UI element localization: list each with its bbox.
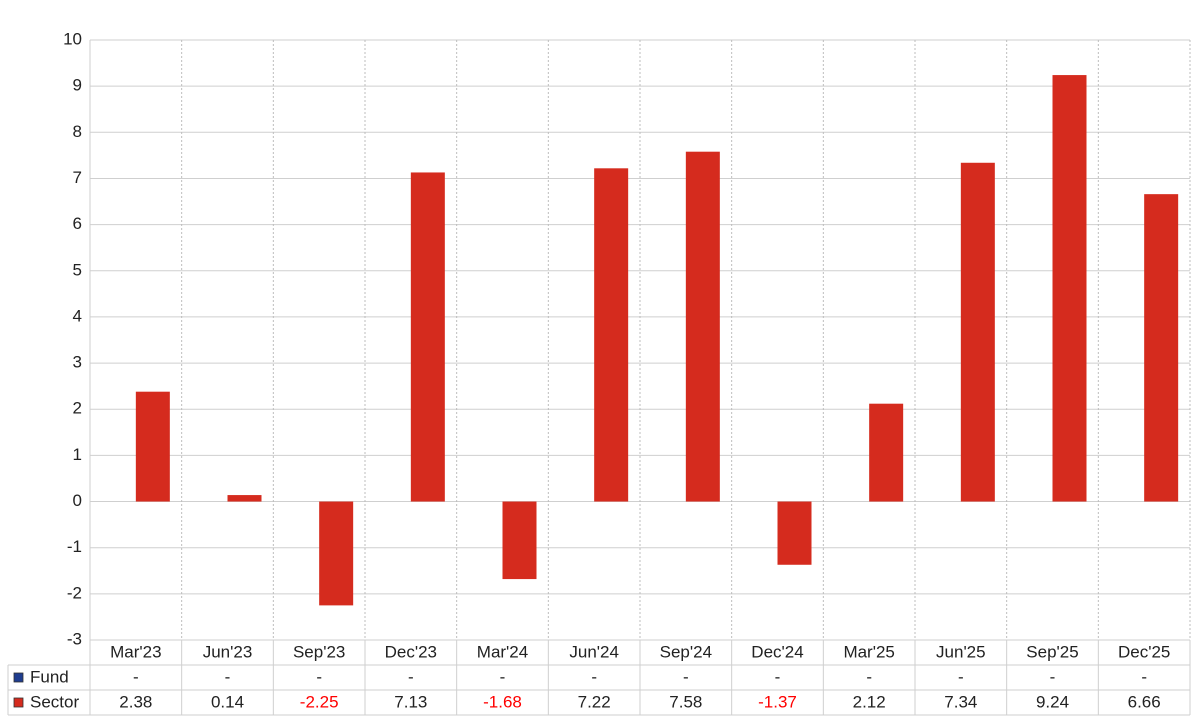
- table-cell: 7.34: [944, 692, 977, 711]
- legend-label: Fund: [30, 667, 69, 686]
- y-tick-label: 8: [73, 122, 82, 141]
- x-tick-label: Sep'24: [660, 642, 712, 661]
- bar: [1144, 194, 1179, 502]
- table-cell: -1.68: [483, 692, 522, 711]
- y-tick-label: 9: [73, 76, 82, 95]
- bar: [685, 151, 720, 502]
- table-cell: 9.24: [1036, 692, 1069, 711]
- table-cell: 7.13: [394, 692, 427, 711]
- bar: [594, 168, 629, 502]
- y-tick-label: 7: [73, 168, 82, 187]
- y-tick-label: 1: [73, 445, 82, 464]
- bar: [777, 501, 812, 565]
- y-tick-label: 6: [73, 214, 82, 233]
- table-cell: -: [133, 667, 139, 686]
- x-tick-label: Jun'24: [569, 642, 619, 661]
- table-cell: -: [1050, 667, 1056, 686]
- legend-marker: [13, 697, 24, 708]
- y-tick-label: 10: [63, 29, 82, 48]
- table-cell: -: [316, 667, 322, 686]
- y-tick-label: 5: [73, 260, 82, 279]
- bar: [227, 495, 262, 502]
- bar: [869, 403, 904, 502]
- table-cell: 2.38: [119, 692, 152, 711]
- table-cell: -1.37: [758, 692, 797, 711]
- bar: [502, 501, 537, 580]
- table-cell: 2.12: [853, 692, 886, 711]
- table-cell: -: [775, 667, 781, 686]
- y-tick-label: -2: [67, 583, 82, 602]
- table-cell: -: [683, 667, 689, 686]
- x-tick-label: Jun'25: [936, 642, 986, 661]
- legend-label: Sector: [30, 692, 79, 711]
- x-tick-label: Dec'23: [385, 642, 437, 661]
- table-cell: -: [500, 667, 506, 686]
- y-tick-label: -3: [67, 629, 82, 648]
- bar: [960, 162, 995, 502]
- bar: [410, 172, 445, 502]
- y-tick-label: -1: [67, 537, 82, 556]
- table-cell: 0.14: [211, 692, 244, 711]
- bar: [319, 501, 354, 606]
- table-cell: 7.22: [578, 692, 611, 711]
- table-cell: -: [225, 667, 231, 686]
- table-cell: -: [591, 667, 597, 686]
- legend-marker: [13, 672, 24, 683]
- x-tick-label: Dec'25: [1118, 642, 1170, 661]
- y-tick-label: 2: [73, 399, 82, 418]
- table-cell: -: [1141, 667, 1147, 686]
- x-tick-label: Mar'24: [477, 642, 528, 661]
- table-cell: 6.66: [1128, 692, 1161, 711]
- x-tick-label: Jun'23: [203, 642, 253, 661]
- x-tick-label: Mar'25: [843, 642, 894, 661]
- bar: [135, 391, 170, 502]
- x-tick-label: Sep'23: [293, 642, 345, 661]
- x-tick-label: Dec'24: [751, 642, 803, 661]
- table-cell: -: [866, 667, 872, 686]
- bar: [1052, 75, 1087, 502]
- y-tick-label: 4: [73, 306, 82, 325]
- x-tick-label: Sep'25: [1026, 642, 1078, 661]
- x-tick-label: Mar'23: [110, 642, 161, 661]
- y-tick-label: 0: [73, 491, 82, 510]
- table-cell: -: [958, 667, 964, 686]
- table-cell: -2.25: [300, 692, 339, 711]
- table-cell: 7.58: [669, 692, 702, 711]
- y-tick-label: 3: [73, 353, 82, 372]
- table-cell: -: [408, 667, 414, 686]
